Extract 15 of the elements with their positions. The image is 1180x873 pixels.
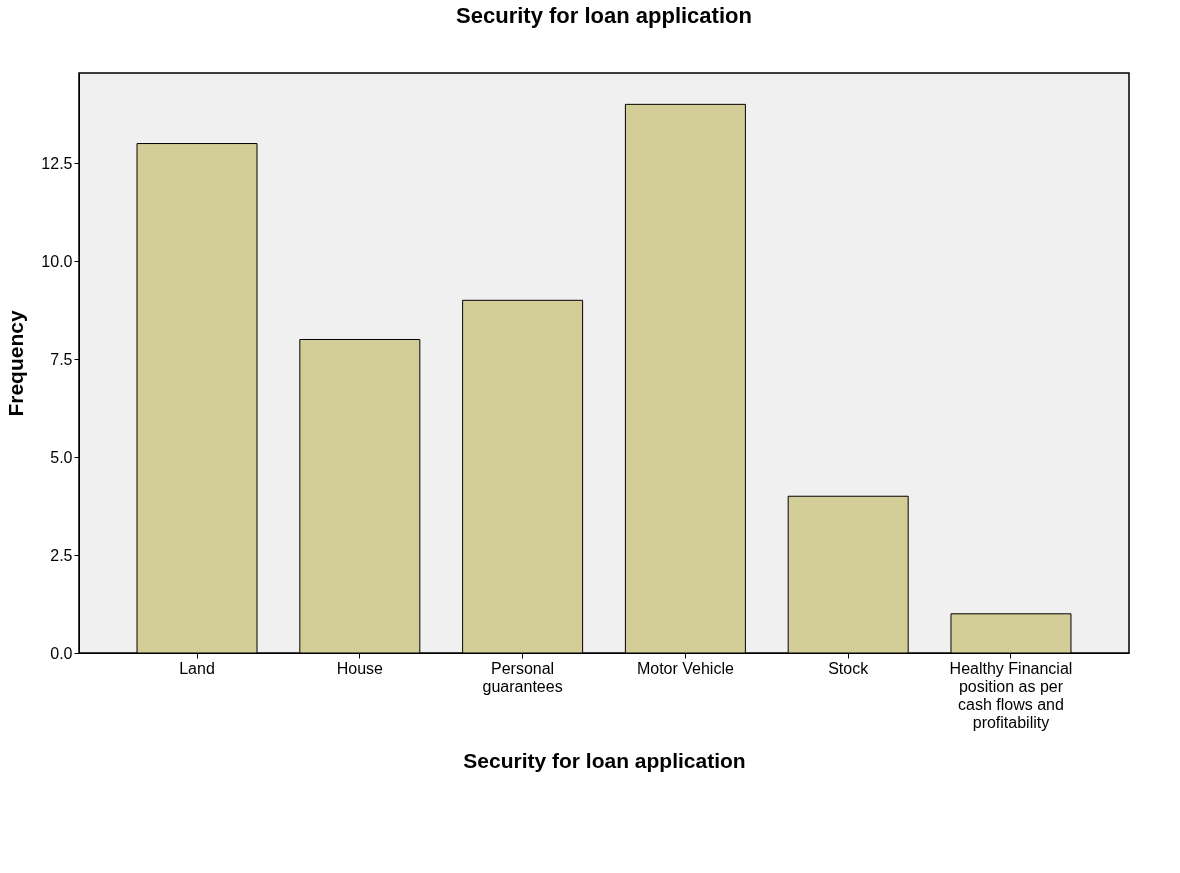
y-tick-label: 12.5 (41, 154, 73, 172)
x-axis-title: Security for loan application (463, 748, 746, 772)
y-tick-label: 2.5 (50, 546, 73, 564)
x-tick-label: Stock (828, 659, 870, 677)
y-tick-label: 5.0 (50, 448, 73, 466)
y-axis-title: Frequency (4, 310, 28, 417)
x-tick-label: Land (179, 659, 215, 677)
x-tick-label: House (336, 659, 384, 677)
y-tick-label: 7.5 (50, 350, 73, 368)
y-tick-label: 10.0 (41, 252, 73, 270)
x-tick-label: Motor Vehicle (636, 659, 734, 677)
y-tick-label: 0.0 (50, 644, 73, 662)
chart-title: Security for loan application (456, 3, 752, 28)
x-tick-label: Healthy Financial position as per cash flows and profitability (949, 659, 1073, 731)
x-tick-label: Personal guarantees (482, 659, 563, 695)
